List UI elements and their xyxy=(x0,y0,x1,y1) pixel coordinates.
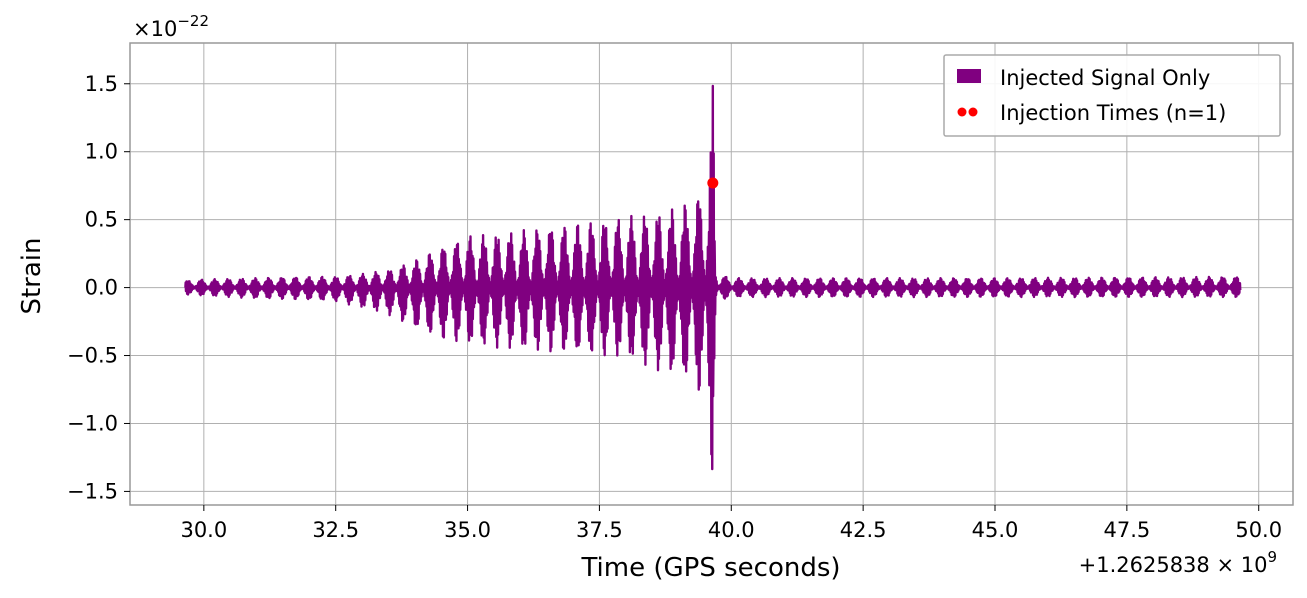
legend-label-injection: Injection Times (n=1) xyxy=(1000,101,1226,125)
y-tick-label: 1.0 xyxy=(85,140,118,164)
y-tick-label: 0.0 xyxy=(85,276,118,300)
x-axis-label: Time (GPS seconds) xyxy=(580,553,840,583)
plot-frame xyxy=(129,42,1294,506)
legend: Injected Signal Only Injection Times (n=… xyxy=(943,54,1281,137)
x-tick-label: 32.5 xyxy=(312,518,359,542)
x-axis-ticks: 30.0 32.5 35.0 37.5 40.0 42.5 45.0 47.5 50.0 xyxy=(180,505,1282,542)
x-tick-label: 37.5 xyxy=(576,518,623,542)
y-tick-label: −1.5 xyxy=(67,479,118,503)
y-scale-label: ×10−22 xyxy=(133,12,209,41)
x-tick-label: 42.5 xyxy=(840,518,887,542)
x-tick-label: 50.0 xyxy=(1235,518,1282,542)
injected-signal-line xyxy=(184,84,1242,471)
y-axis-ticks: −1.5 −1.0 −0.5 0.0 0.5 1.0 1.5 xyxy=(67,72,130,503)
legend-marker-injection-1 xyxy=(957,107,967,117)
y-axis-label: Strain xyxy=(17,237,47,314)
legend-swatch-signal xyxy=(957,69,981,83)
injection-markers xyxy=(707,177,719,189)
legend-box xyxy=(943,54,1281,137)
legend-label-signal: Injected Signal Only xyxy=(1000,66,1210,90)
signal-series xyxy=(184,84,1242,471)
y-tick-label: −0.5 xyxy=(67,344,118,368)
x-offset-label: +1.2625838 × 109 xyxy=(1079,548,1277,577)
x-tick-label: 40.0 xyxy=(708,518,755,542)
injection-time-point xyxy=(707,177,719,189)
legend-marker-injection-2 xyxy=(968,107,978,117)
x-tick-label: 45.0 xyxy=(972,518,1019,542)
y-tick-label: −1.0 xyxy=(67,411,118,435)
x-tick-label: 30.0 xyxy=(180,518,227,542)
x-tick-label: 47.5 xyxy=(1103,518,1150,542)
y-tick-label: 0.5 xyxy=(85,208,118,232)
y-tick-label: 1.5 xyxy=(85,72,118,96)
x-tick-label: 35.0 xyxy=(444,518,491,542)
